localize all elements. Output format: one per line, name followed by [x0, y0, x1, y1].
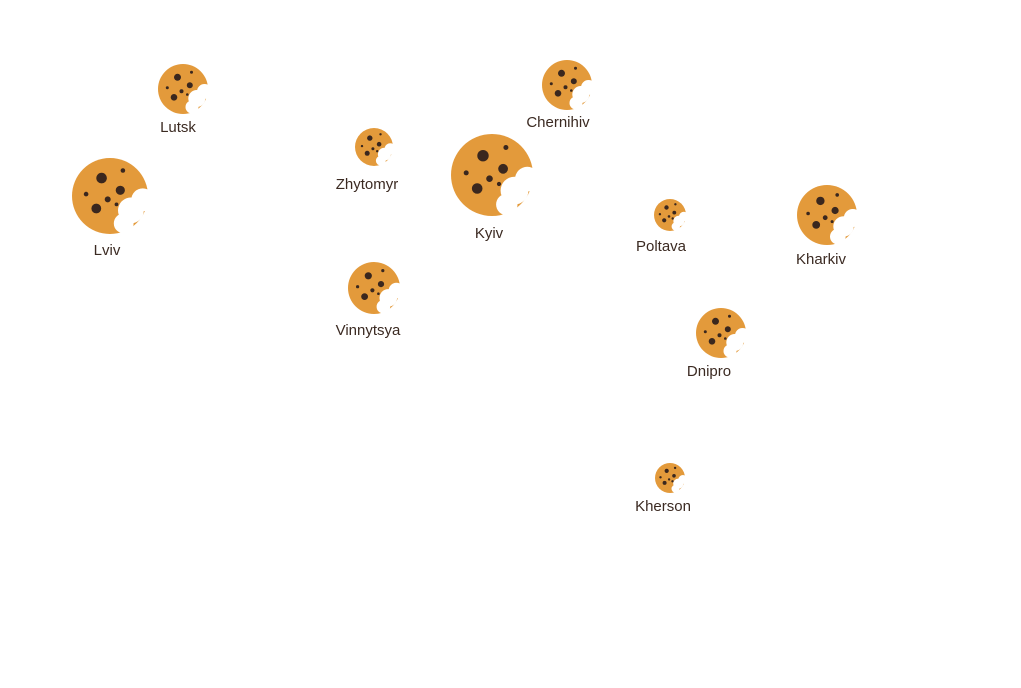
cookie-icon [696, 308, 750, 358]
cookie-icon [348, 262, 405, 314]
cookie-icon [355, 128, 396, 166]
cookie-icon [451, 134, 540, 216]
city-marker-kharkiv[interactable]: Kharkiv [796, 185, 862, 268]
city-marker-lviv[interactable]: Lviv [72, 158, 155, 259]
city-marker-lutsk[interactable]: Lutsk [158, 64, 212, 136]
city-marker-kyiv[interactable]: Kyiv [451, 134, 540, 242]
city-label-kherson: Kherson [635, 498, 691, 515]
cookie-icon [654, 199, 689, 231]
city-marker-poltava[interactable]: Poltava [636, 199, 689, 255]
cookie-icon [158, 64, 212, 114]
city-label-chernihiv: Chernihiv [526, 114, 590, 131]
city-label-kyiv: Kyiv [475, 225, 504, 242]
city-label-kharkiv: Kharkiv [796, 251, 847, 268]
city-label-poltava: Poltava [636, 238, 687, 255]
cookie-icon [655, 463, 688, 493]
city-label-lutsk: Lutsk [160, 119, 196, 136]
city-marker-zhytomyr[interactable]: Zhytomyr [336, 128, 399, 193]
cookie-icon [72, 158, 155, 234]
cookie-icon [797, 185, 862, 245]
city-markers: Lutsk Lviv Zhytomyr Vinnytsya Kyiv Chernihiv P… [72, 60, 862, 515]
city-marker-kherson[interactable]: Kherson [635, 463, 691, 515]
cookie-icon [542, 60, 596, 110]
city-label-lviv: Lviv [94, 242, 121, 259]
city-label-dnipro: Dnipro [687, 363, 731, 380]
city-marker-chernihiv[interactable]: Chernihiv [526, 60, 596, 131]
city-label-zhytomyr: Zhytomyr [336, 176, 399, 193]
city-label-vinnytsya: Vinnytsya [336, 322, 401, 339]
city-marker-vinnytsya[interactable]: Vinnytsya [336, 262, 405, 339]
city-marker-dnipro[interactable]: Dnipro [687, 308, 750, 380]
